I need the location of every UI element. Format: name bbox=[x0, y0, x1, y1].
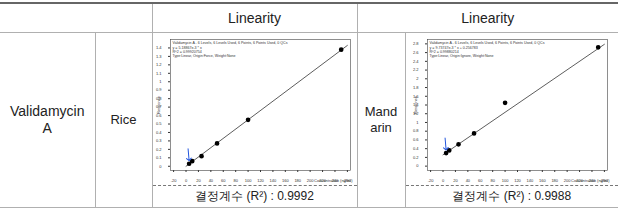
svg-text:0.3: 0.3 bbox=[155, 138, 161, 143]
svg-text:0: 0 bbox=[416, 163, 419, 168]
svg-text:0: 0 bbox=[159, 164, 162, 169]
svg-text:Response: Response bbox=[156, 95, 161, 114]
svg-text:-20: -20 bbox=[170, 178, 177, 183]
html-text:결정계수 (R²) : 0.9988: 결정계수 (R²) : 0.9988 bbox=[452, 189, 572, 203]
svg-text:0.1: 0.1 bbox=[155, 155, 161, 160]
svg-text:0.2: 0.2 bbox=[413, 155, 419, 160]
svg-text:180: 180 bbox=[294, 178, 301, 183]
svg-text:120: 120 bbox=[514, 178, 521, 183]
html-text:결정계수 (R²) : 0.9992: 결정계수 (R²) : 0.9992 bbox=[195, 189, 314, 203]
svg-text:1.1: 1.1 bbox=[155, 71, 161, 76]
svg-text:40: 40 bbox=[208, 178, 213, 183]
svg-text:2.8: 2.8 bbox=[413, 41, 419, 46]
svg-text:Response: Response bbox=[413, 95, 418, 114]
svg-text:Validamycin A - 6 Levels, 6 Le: Validamycin A - 6 Levels, 6 Levels Used,… bbox=[429, 41, 544, 57]
svg-text:80: 80 bbox=[490, 178, 495, 183]
svg-text:0: 0 bbox=[442, 178, 445, 183]
svg-text:120: 120 bbox=[257, 178, 264, 183]
html-text:Validamycin A: Validamycin A bbox=[10, 103, 85, 136]
svg-text:0.4: 0.4 bbox=[155, 130, 161, 135]
svg-text:140: 140 bbox=[269, 178, 276, 183]
svg-text:160: 160 bbox=[539, 178, 546, 183]
svg-text:60: 60 bbox=[221, 178, 226, 183]
svg-text:Concentration (ng/ml): Concentration (ng/ml) bbox=[314, 178, 353, 183]
svg-text:2.2: 2.2 bbox=[413, 67, 419, 72]
svg-text:0.5: 0.5 bbox=[155, 121, 161, 126]
html-text:Rice: Rice bbox=[110, 112, 137, 127]
svg-text:100: 100 bbox=[501, 178, 508, 183]
svg-text:1: 1 bbox=[416, 120, 419, 125]
svg-text:1: 1 bbox=[159, 79, 162, 84]
svg-text:0.9: 0.9 bbox=[155, 87, 161, 92]
svg-text:60: 60 bbox=[478, 178, 483, 183]
html-text:Mandarin: Mandarin bbox=[364, 104, 398, 135]
html-text:Linearity: Linearity bbox=[461, 10, 515, 26]
svg-text:100: 100 bbox=[244, 178, 251, 183]
html-text:Linearity: Linearity bbox=[228, 10, 281, 26]
svg-text:Concentration (ng/ml): Concentration (ng/ml) bbox=[571, 178, 610, 183]
svg-text:20: 20 bbox=[196, 178, 201, 183]
svg-text:20: 20 bbox=[453, 178, 458, 183]
svg-text:1.3: 1.3 bbox=[155, 54, 161, 59]
svg-text:140: 140 bbox=[526, 178, 533, 183]
svg-text:Validamycin A - 6 Levels, 6 Le: Validamycin A - 6 Levels, 6 Levels Used,… bbox=[172, 41, 287, 57]
svg-text:80: 80 bbox=[233, 178, 238, 183]
svg-text:0.8: 0.8 bbox=[413, 128, 419, 133]
svg-text:180: 180 bbox=[551, 178, 558, 183]
svg-text:2.6: 2.6 bbox=[413, 50, 419, 55]
svg-text:0.6: 0.6 bbox=[413, 137, 419, 142]
svg-text:0: 0 bbox=[184, 178, 187, 183]
svg-text:1.2: 1.2 bbox=[155, 62, 161, 67]
svg-text:1.4: 1.4 bbox=[155, 45, 161, 50]
svg-text:160: 160 bbox=[281, 178, 288, 183]
svg-text:2: 2 bbox=[416, 76, 419, 81]
svg-text:2.4: 2.4 bbox=[413, 59, 419, 64]
svg-text:-20: -20 bbox=[427, 178, 434, 183]
svg-text:40: 40 bbox=[465, 178, 470, 183]
svg-text:0.2: 0.2 bbox=[155, 147, 161, 152]
svg-text:1.8: 1.8 bbox=[413, 85, 419, 90]
svg-text:0.6: 0.6 bbox=[155, 112, 161, 118]
svg-text:0.4: 0.4 bbox=[413, 146, 419, 151]
